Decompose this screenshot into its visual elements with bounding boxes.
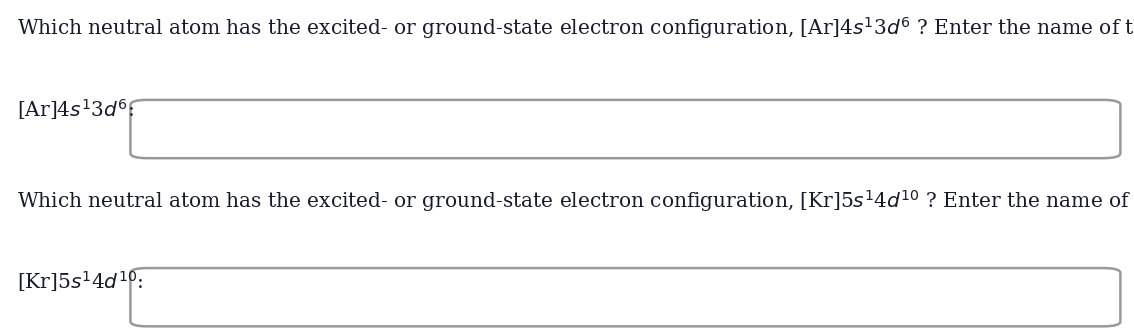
Text: Which neutral atom has the excited- or ground-state electron configuration, [Kr]: Which neutral atom has the excited- or g… (17, 188, 1134, 214)
FancyBboxPatch shape (130, 100, 1120, 158)
Text: Which neutral atom has the excited- or ground-state electron configuration, [Ar]: Which neutral atom has the excited- or g… (17, 15, 1134, 41)
Text: [Ar]4$s^1$3$d^6$:: [Ar]4$s^1$3$d^6$: (17, 98, 134, 122)
Text: [Kr]5$s^1$4$d^{10}$:: [Kr]5$s^1$4$d^{10}$: (17, 269, 143, 294)
FancyBboxPatch shape (130, 268, 1120, 326)
